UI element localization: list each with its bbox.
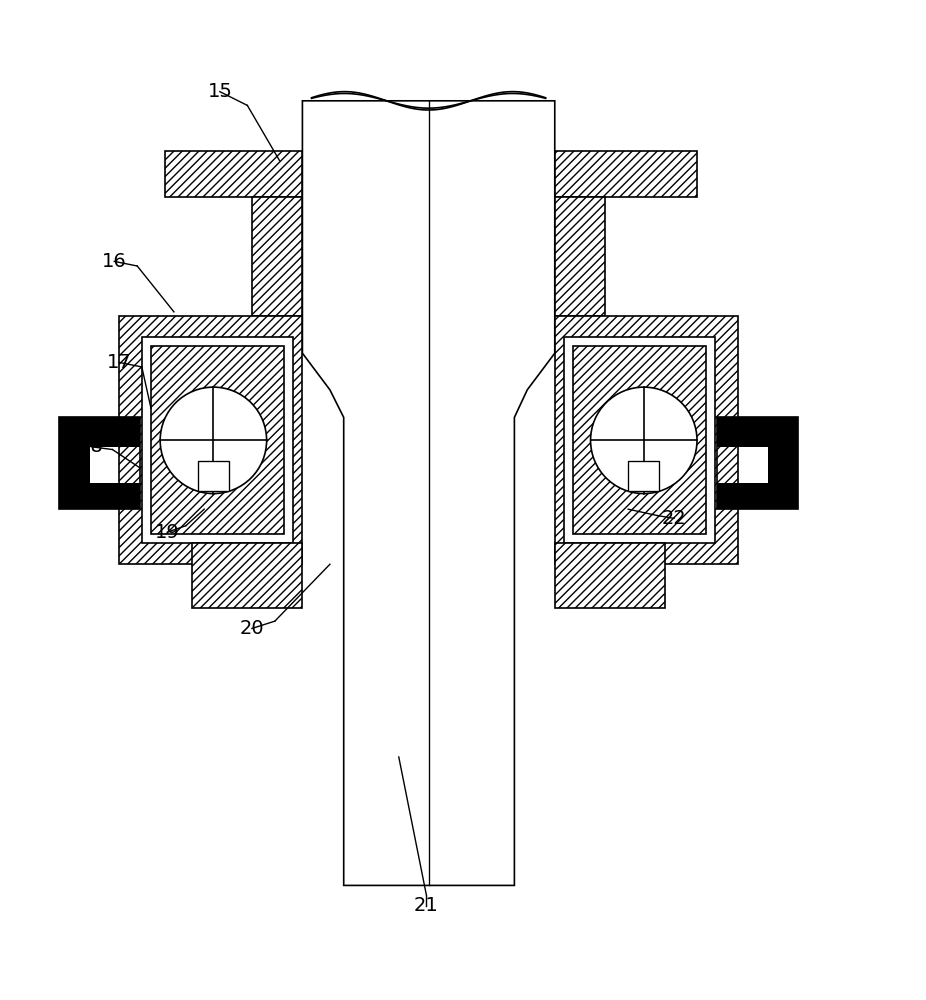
Bar bbox=[59, 447, 90, 509]
Bar bbox=[718, 483, 798, 509]
Bar bbox=[573, 346, 707, 534]
Text: 21: 21 bbox=[414, 896, 439, 915]
Text: 16: 16 bbox=[102, 252, 127, 271]
Bar bbox=[555, 197, 606, 316]
Text: 22: 22 bbox=[662, 509, 686, 528]
Text: 18: 18 bbox=[79, 437, 104, 456]
Polygon shape bbox=[303, 101, 555, 885]
Text: 15: 15 bbox=[207, 82, 232, 101]
Text: 20: 20 bbox=[240, 619, 264, 638]
Bar bbox=[718, 417, 798, 509]
Bar bbox=[628, 461, 659, 491]
Bar bbox=[555, 316, 738, 564]
Bar bbox=[151, 346, 284, 534]
Bar bbox=[59, 417, 140, 509]
Bar bbox=[555, 151, 697, 197]
Bar bbox=[718, 417, 798, 447]
Circle shape bbox=[591, 387, 697, 494]
Circle shape bbox=[160, 387, 267, 494]
Bar bbox=[119, 316, 303, 564]
Bar bbox=[59, 417, 140, 447]
Bar bbox=[193, 543, 303, 608]
Text: 19: 19 bbox=[156, 523, 180, 542]
Bar bbox=[142, 337, 294, 543]
Bar bbox=[564, 337, 716, 543]
Bar bbox=[198, 461, 229, 491]
Bar bbox=[252, 197, 303, 316]
Bar bbox=[59, 483, 140, 509]
Bar bbox=[555, 543, 665, 608]
Text: 17: 17 bbox=[106, 353, 131, 372]
Bar bbox=[165, 151, 303, 197]
Bar bbox=[768, 447, 798, 509]
